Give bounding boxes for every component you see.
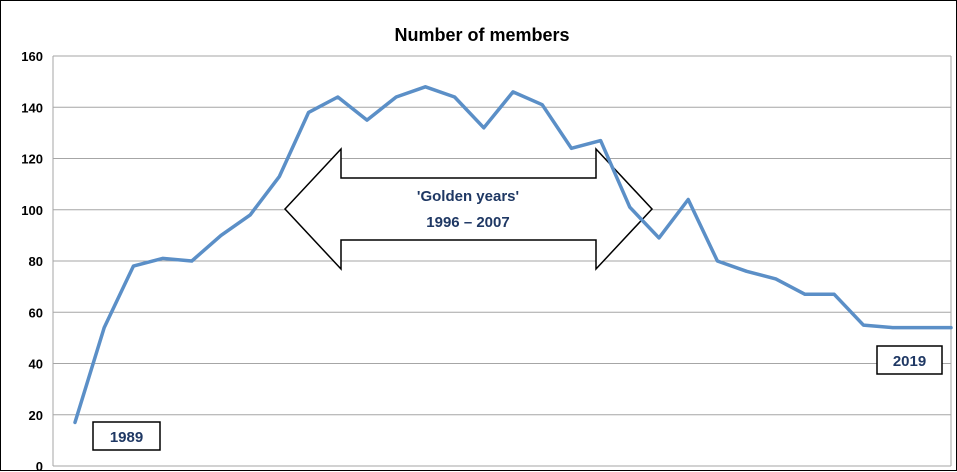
series-line-0 <box>75 87 951 423</box>
end-year-label: 2019 <box>893 353 926 370</box>
series-members <box>75 87 951 423</box>
y-tick-label: 40 <box>29 357 43 372</box>
golden-years-arrow: 'Golden years' 1996 – 2007 <box>285 149 652 269</box>
start-year-label: 1989 <box>110 429 143 446</box>
double-arrow-shape <box>285 149 652 269</box>
end-year-box: 2019 <box>877 346 942 374</box>
y-axis-ticks: 0 20 40 60 80 100 120 140 160 <box>21 49 43 472</box>
y-tick-label: 20 <box>29 408 43 423</box>
golden-years-range: 1996 – 2007 <box>426 214 509 231</box>
start-year-box: 1989 <box>93 422 160 450</box>
y-tick-label: 60 <box>29 305 43 320</box>
golden-years-label: 'Golden years' <box>417 188 519 205</box>
chart-title: Number of members <box>394 25 569 45</box>
y-tick-label: 120 <box>21 152 43 167</box>
y-tick-label: 100 <box>21 203 43 218</box>
y-tick-label: 80 <box>29 254 43 269</box>
y-tick-label: 140 <box>21 100 43 115</box>
y-tick-label: 0 <box>36 459 43 472</box>
y-tick-label: 160 <box>21 49 43 64</box>
